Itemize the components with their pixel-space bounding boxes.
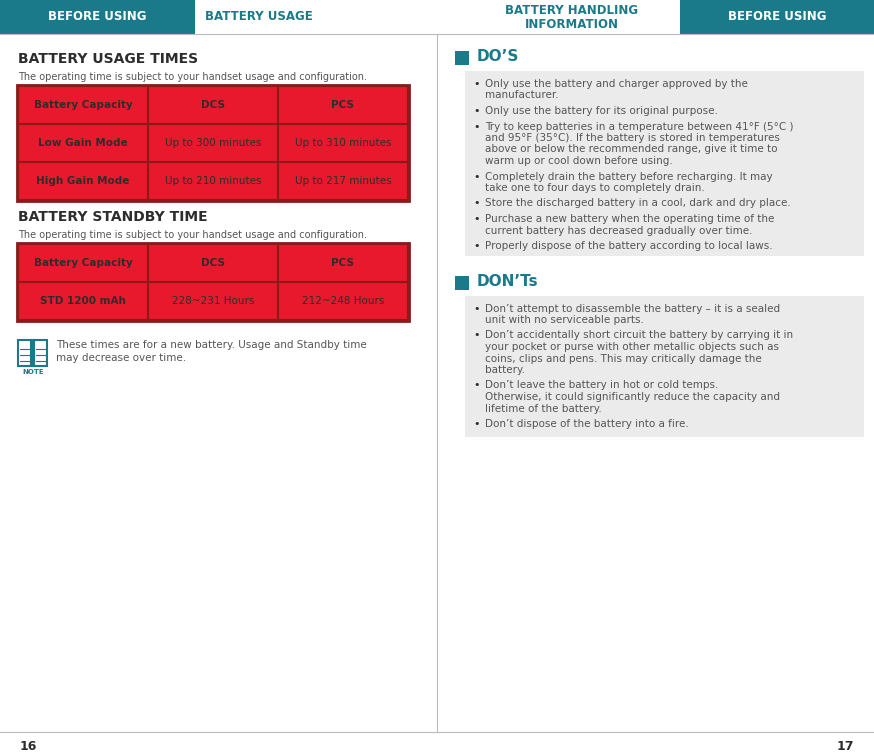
Bar bbox=[18, 86, 148, 124]
Text: Don’t dispose of the battery into a fire.: Don’t dispose of the battery into a fire… bbox=[485, 419, 689, 429]
Text: BEFORE USING: BEFORE USING bbox=[48, 11, 147, 23]
Bar bbox=[17, 85, 409, 201]
Text: Only use the battery for its original purpose.: Only use the battery for its original pu… bbox=[485, 106, 718, 116]
Bar bbox=[17, 243, 409, 321]
Text: PCS: PCS bbox=[331, 100, 355, 110]
Text: take one to four days to completely drain.: take one to four days to completely drai… bbox=[485, 183, 704, 193]
Text: 16: 16 bbox=[20, 740, 38, 752]
Text: Try to keep batteries in a temperature between 41°F (5°C ): Try to keep batteries in a temperature b… bbox=[485, 121, 794, 131]
Text: Battery Capacity: Battery Capacity bbox=[33, 100, 132, 110]
Text: The operating time is subject to your handset usage and configuration.: The operating time is subject to your ha… bbox=[18, 72, 367, 82]
Bar bbox=[455, 275, 469, 290]
Text: DON’Ts: DON’Ts bbox=[477, 274, 538, 289]
Text: Up to 310 minutes: Up to 310 minutes bbox=[295, 138, 392, 148]
Text: unit with no serviceable parts.: unit with no serviceable parts. bbox=[485, 315, 644, 325]
Text: may decrease over time.: may decrease over time. bbox=[56, 353, 186, 363]
Bar bbox=[18, 340, 31, 366]
Text: above or below the recommended range, give it time to: above or below the recommended range, gi… bbox=[485, 145, 778, 155]
Text: High Gain Mode: High Gain Mode bbox=[37, 176, 129, 186]
Text: PCS: PCS bbox=[331, 258, 355, 268]
Text: Up to 300 minutes: Up to 300 minutes bbox=[165, 138, 261, 148]
Bar bbox=[18, 282, 148, 320]
Text: BATTERY USAGE: BATTERY USAGE bbox=[205, 11, 313, 23]
Text: and 95°F (35°C). If the battery is stored in temperatures: and 95°F (35°C). If the battery is store… bbox=[485, 133, 780, 143]
Text: •: • bbox=[473, 171, 480, 182]
Text: Otherwise, it could significantly reduce the capacity and: Otherwise, it could significantly reduce… bbox=[485, 392, 780, 402]
Bar bbox=[148, 244, 278, 282]
Text: Completely drain the battery before recharging. It may: Completely drain the battery before rech… bbox=[485, 171, 773, 182]
Bar bbox=[278, 162, 408, 200]
Bar bbox=[148, 282, 278, 320]
Bar bbox=[148, 124, 278, 162]
Text: •: • bbox=[473, 106, 480, 116]
Text: Up to 210 minutes: Up to 210 minutes bbox=[165, 176, 261, 186]
Text: lifetime of the battery.: lifetime of the battery. bbox=[485, 403, 602, 413]
Bar bbox=[278, 282, 408, 320]
Bar bbox=[278, 124, 408, 162]
Text: •: • bbox=[473, 381, 480, 391]
Bar bbox=[18, 124, 148, 162]
Text: Don’t leave the battery in hot or cold temps.: Don’t leave the battery in hot or cold t… bbox=[485, 381, 718, 391]
Bar bbox=[455, 51, 469, 65]
Text: •: • bbox=[473, 419, 480, 429]
Text: BATTERY USAGE TIMES: BATTERY USAGE TIMES bbox=[18, 52, 198, 66]
Bar bbox=[148, 162, 278, 200]
Bar bbox=[148, 86, 278, 124]
Text: •: • bbox=[473, 241, 480, 251]
Text: NOTE: NOTE bbox=[22, 369, 44, 375]
Text: STD 1200 mAh: STD 1200 mAh bbox=[40, 296, 126, 306]
Text: •: • bbox=[473, 198, 480, 209]
Text: •: • bbox=[473, 330, 480, 341]
Text: Don’t accidentally short circuit the battery by carrying it in: Don’t accidentally short circuit the bat… bbox=[485, 330, 793, 341]
Text: BEFORE USING: BEFORE USING bbox=[728, 11, 826, 23]
Text: 212~248 Hours: 212~248 Hours bbox=[302, 296, 385, 306]
Text: INFORMATION: INFORMATION bbox=[525, 17, 619, 30]
Text: Purchase a new battery when the operating time of the: Purchase a new battery when the operatin… bbox=[485, 214, 774, 224]
Text: BATTERY HANDLING: BATTERY HANDLING bbox=[505, 4, 639, 17]
Bar bbox=[34, 340, 47, 366]
Bar bbox=[278, 244, 408, 282]
Text: BATTERY STANDBY TIME: BATTERY STANDBY TIME bbox=[18, 210, 208, 224]
Text: 17: 17 bbox=[836, 740, 854, 752]
Bar bbox=[465, 71, 864, 256]
Text: DCS: DCS bbox=[201, 100, 225, 110]
Bar bbox=[0, 0, 195, 34]
Text: •: • bbox=[473, 304, 480, 314]
Text: manufacturer.: manufacturer. bbox=[485, 90, 558, 100]
Text: Store the discharged battery in a cool, dark and dry place.: Store the discharged battery in a cool, … bbox=[485, 198, 791, 209]
Text: These times are for a new battery. Usage and Standby time: These times are for a new battery. Usage… bbox=[56, 340, 367, 350]
Text: DO’S: DO’S bbox=[477, 49, 519, 64]
Text: current battery has decreased gradually over time.: current battery has decreased gradually … bbox=[485, 225, 753, 235]
Bar bbox=[18, 162, 148, 200]
Text: Properly dispose of the battery according to local laws.: Properly dispose of the battery accordin… bbox=[485, 241, 773, 251]
Text: Low Gain Mode: Low Gain Mode bbox=[38, 138, 128, 148]
Text: Up to 217 minutes: Up to 217 minutes bbox=[295, 176, 392, 186]
Text: Only use the battery and charger approved by the: Only use the battery and charger approve… bbox=[485, 79, 748, 89]
Bar bbox=[278, 86, 408, 124]
Bar bbox=[465, 296, 864, 437]
Bar bbox=[680, 0, 874, 34]
Text: your pocket or purse with other metallic objects such as: your pocket or purse with other metallic… bbox=[485, 342, 779, 352]
Bar bbox=[18, 244, 148, 282]
Text: battery.: battery. bbox=[485, 365, 525, 375]
Text: •: • bbox=[473, 214, 480, 224]
Text: Don’t attempt to disassemble the battery – it is a sealed: Don’t attempt to disassemble the battery… bbox=[485, 304, 780, 314]
Text: coins, clips and pens. This may critically damage the: coins, clips and pens. This may critical… bbox=[485, 354, 762, 363]
Text: DCS: DCS bbox=[201, 258, 225, 268]
Text: Battery Capacity: Battery Capacity bbox=[33, 258, 132, 268]
Text: warm up or cool down before using.: warm up or cool down before using. bbox=[485, 156, 673, 166]
Text: The operating time is subject to your handset usage and configuration.: The operating time is subject to your ha… bbox=[18, 230, 367, 240]
Text: •: • bbox=[473, 79, 480, 89]
Text: •: • bbox=[473, 121, 480, 131]
Text: 228~231 Hours: 228~231 Hours bbox=[172, 296, 254, 306]
